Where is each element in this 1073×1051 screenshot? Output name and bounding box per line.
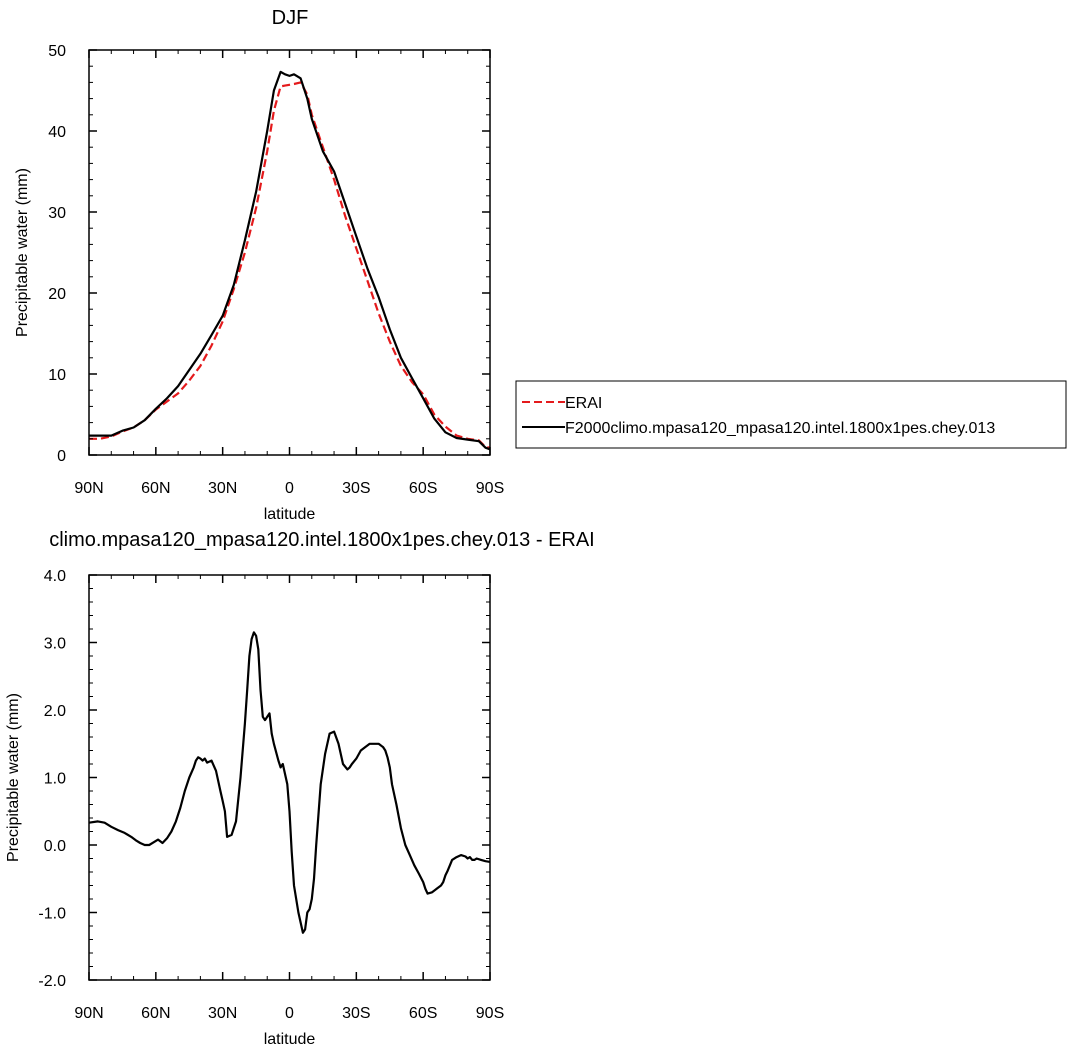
y-tick-label: -1.0 xyxy=(38,906,66,923)
legend-label-model: F2000climo.mpasa120_mpasa120.intel.1800x… xyxy=(565,420,995,437)
x-tick-label: 60N xyxy=(141,1005,170,1022)
y-tick-label: 20 xyxy=(48,286,66,303)
series-line-f2000climo-mpasa120-mpas xyxy=(89,70,491,451)
y-tick-label: 10 xyxy=(48,367,66,384)
x-tick-label: 90S xyxy=(476,1005,504,1022)
x-tick-label: 30S xyxy=(342,1005,370,1022)
y-tick-label: 1.0 xyxy=(44,771,66,788)
x-tick-label: 90S xyxy=(476,480,504,497)
chart-title: climo.mpasa120_mpasa120.intel.1800x1pes.… xyxy=(49,529,595,551)
y-tick-label: 40 xyxy=(48,124,66,141)
x-tick-label: 30S xyxy=(342,480,370,497)
x-tick-label: 30N xyxy=(208,480,237,497)
x-tick-label: 90N xyxy=(74,1005,103,1022)
x-tick-label: 0 xyxy=(285,480,294,497)
y-tick-label: 3.0 xyxy=(44,636,66,653)
legend: ERAI F2000climo.mpasa120_mpasa120.intel.… xyxy=(515,380,1067,449)
series-line-erai xyxy=(89,81,491,449)
series-group xyxy=(89,70,491,451)
y-tick-label: -2.0 xyxy=(38,973,66,990)
y-tick-label: 0 xyxy=(57,448,66,465)
y-tick-label: 4.0 xyxy=(44,568,66,585)
x-tick-label: 30N xyxy=(208,1005,237,1022)
y-tick-label: 0.0 xyxy=(44,838,66,855)
plot-frame xyxy=(88,574,491,981)
plot-frame xyxy=(88,49,491,456)
legend-box xyxy=(515,380,1067,449)
y-tick-label: 2.0 xyxy=(44,703,66,720)
y-tick-label: 30 xyxy=(48,205,66,222)
x-tick-label: 60S xyxy=(409,480,437,497)
x-axis-label: latitude xyxy=(264,506,316,523)
x-tick-label: 0 xyxy=(285,1005,294,1022)
chart-title: DJF xyxy=(272,7,309,29)
x-tick-label: 90N xyxy=(74,480,103,497)
precipitable-water-djf-chart: DJF 90N 60N 30N 0 30S 60S 90S 0 10 20 30 40 50 latit… xyxy=(14,7,1067,523)
series-group xyxy=(88,631,491,934)
x-tick-label: 60N xyxy=(141,480,170,497)
x-axis-label: latitude xyxy=(264,1031,316,1048)
y-axis-label: Precipitable water (mm) xyxy=(5,693,22,862)
y-tick-label: 50 xyxy=(48,43,66,60)
precipitable-water-difference-chart: climo.mpasa120_mpasa120.intel.1800x1pes.… xyxy=(5,529,595,1048)
y-axis-label: Precipitable water (mm) xyxy=(14,168,31,337)
x-tick-label: 60S xyxy=(409,1005,437,1022)
legend-label-erai: ERAI xyxy=(565,395,602,412)
series-line-difference xyxy=(88,631,491,934)
